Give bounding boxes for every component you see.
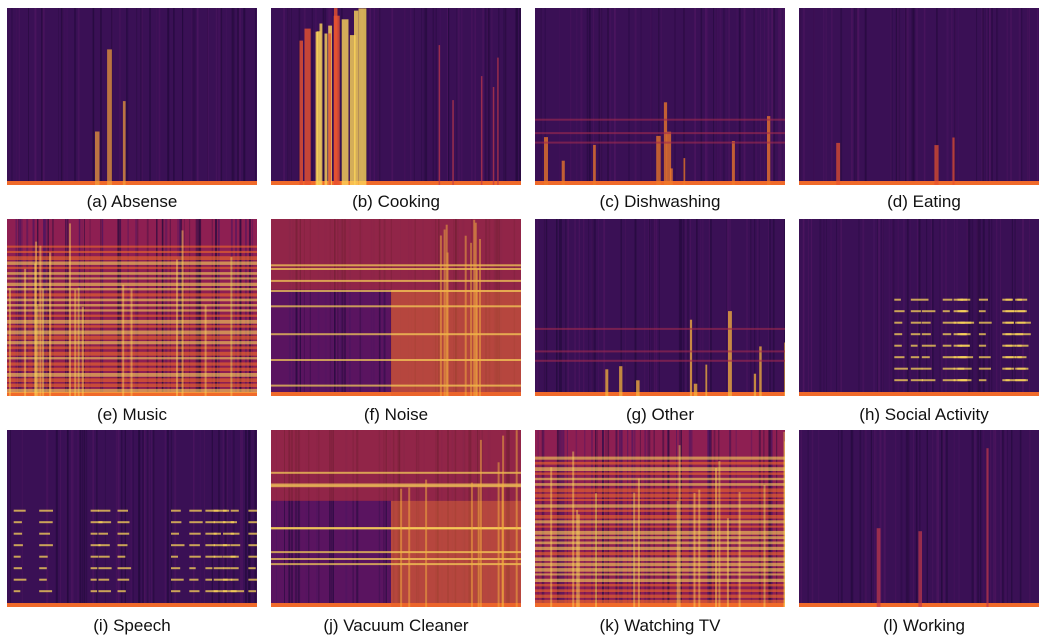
spectrogram-image	[271, 219, 521, 396]
spectrogram-panel: (b) Cooking	[271, 8, 521, 214]
panel-caption: (e) Music	[7, 405, 257, 425]
spectrogram-image	[535, 8, 785, 185]
panel-caption: (f) Noise	[271, 405, 521, 425]
spectrogram-graphic	[535, 8, 785, 185]
spectrogram-graphic	[535, 430, 785, 607]
spectrogram-graphic	[271, 219, 521, 396]
spectrogram-image	[7, 219, 257, 396]
spectrogram-image	[7, 430, 257, 607]
spectrogram-image	[535, 219, 785, 396]
panel-caption: (h) Social Activity	[799, 405, 1039, 425]
spectrogram-panel: (h) Social Activity	[799, 219, 1039, 427]
spectrogram-panel: (f) Noise	[271, 219, 521, 427]
spectrogram-panel: (g) Other	[535, 219, 785, 427]
panel-caption: (g) Other	[535, 405, 785, 425]
spectrogram-graphic	[271, 8, 521, 185]
spectrogram-graphic	[799, 8, 1039, 185]
spectrogram-graphic	[799, 219, 1039, 396]
spectrogram-panel: (i) Speech	[7, 430, 257, 638]
spectrogram-graphic	[271, 430, 521, 607]
panel-caption: (k) Watching TV	[535, 616, 785, 636]
spectrogram-image	[7, 8, 257, 185]
spectrogram-graphic	[7, 219, 257, 396]
spectrogram-graphic	[7, 430, 257, 607]
spectrogram-image	[271, 430, 521, 607]
panel-caption: (a) Absense	[7, 192, 257, 212]
spectrogram-panel: (d) Eating	[799, 8, 1039, 214]
spectrogram-image	[271, 8, 521, 185]
panel-caption: (j) Vacuum Cleaner	[271, 616, 521, 636]
spectrogram-image	[535, 430, 785, 607]
panel-caption: (d) Eating	[799, 192, 1039, 212]
spectrogram-panel: (e) Music	[7, 219, 257, 427]
spectrogram-panel: (l) Working	[799, 430, 1039, 638]
panel-caption: (c) Dishwashing	[535, 192, 785, 212]
panel-caption: (i) Speech	[7, 616, 257, 636]
panel-caption: (b) Cooking	[271, 192, 521, 212]
spectrogram-graphic	[535, 219, 785, 396]
spectrogram-panel: (k) Watching TV	[535, 430, 785, 638]
spectrogram-graphic	[7, 8, 257, 185]
spectrogram-panel: (j) Vacuum Cleaner	[271, 430, 521, 638]
panel-caption: (l) Working	[799, 616, 1039, 636]
spectrogram-panel: (c) Dishwashing	[535, 8, 785, 214]
spectrogram-panel: (a) Absense	[7, 8, 257, 214]
spectrogram-image	[799, 430, 1039, 607]
spectrogram-graphic	[799, 430, 1039, 607]
spectrogram-image	[799, 219, 1039, 396]
spectrogram-image	[799, 8, 1039, 185]
